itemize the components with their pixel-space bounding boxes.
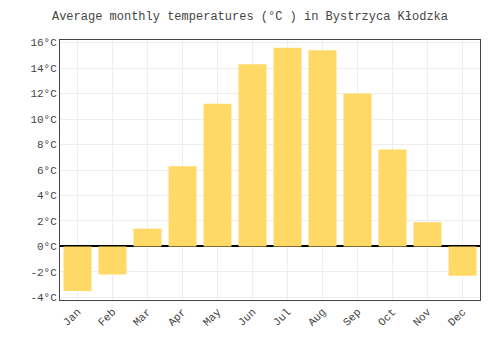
- svg-text:Jun: Jun: [236, 306, 258, 328]
- svg-text:-2°C: -2°C: [30, 267, 57, 279]
- svg-text:10°C: 10°C: [30, 114, 57, 126]
- svg-text:Jul: Jul: [271, 306, 293, 328]
- svg-text:Jan: Jan: [61, 306, 83, 328]
- svg-text:16°C: 16°C: [30, 37, 57, 49]
- svg-text:4°C: 4°C: [37, 190, 57, 202]
- svg-text:Average monthly temperatures (: Average monthly temperatures (°C ) in By…: [52, 10, 448, 24]
- svg-text:Dec: Dec: [446, 306, 468, 328]
- svg-text:Feb: Feb: [96, 306, 118, 328]
- svg-text:0°C: 0°C: [37, 241, 57, 253]
- svg-text:8°C: 8°C: [37, 139, 57, 151]
- svg-text:Aug: Aug: [306, 306, 328, 328]
- svg-text:May: May: [201, 306, 224, 329]
- svg-text:6°C: 6°C: [37, 165, 57, 177]
- svg-text:12°C: 12°C: [30, 88, 57, 100]
- svg-text:14°C: 14°C: [30, 63, 57, 75]
- svg-text:Nov: Nov: [411, 306, 434, 329]
- svg-text:Mar: Mar: [131, 306, 153, 328]
- svg-text:Oct: Oct: [376, 306, 398, 328]
- svg-text:-4°C: -4°C: [30, 292, 57, 304]
- svg-text:Sep: Sep: [341, 306, 363, 328]
- svg-text:Apr: Apr: [166, 306, 188, 328]
- svg-text:2°C: 2°C: [37, 216, 57, 228]
